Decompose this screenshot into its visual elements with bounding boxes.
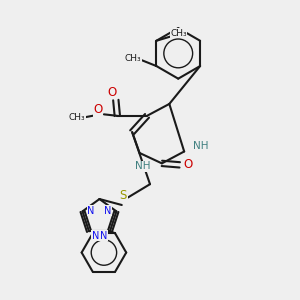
- Text: CH₃: CH₃: [170, 29, 187, 38]
- Text: S: S: [120, 189, 127, 202]
- Text: NH: NH: [135, 161, 150, 171]
- Text: O: O: [183, 158, 192, 171]
- Text: CH₃: CH₃: [125, 54, 142, 63]
- Text: NH: NH: [193, 140, 208, 151]
- Text: N: N: [104, 206, 112, 216]
- Text: O: O: [107, 85, 117, 98]
- Text: N: N: [100, 231, 107, 241]
- Text: N: N: [87, 206, 94, 216]
- Text: O: O: [93, 103, 103, 116]
- Text: CH₃: CH₃: [69, 113, 85, 122]
- Text: N: N: [92, 231, 99, 241]
